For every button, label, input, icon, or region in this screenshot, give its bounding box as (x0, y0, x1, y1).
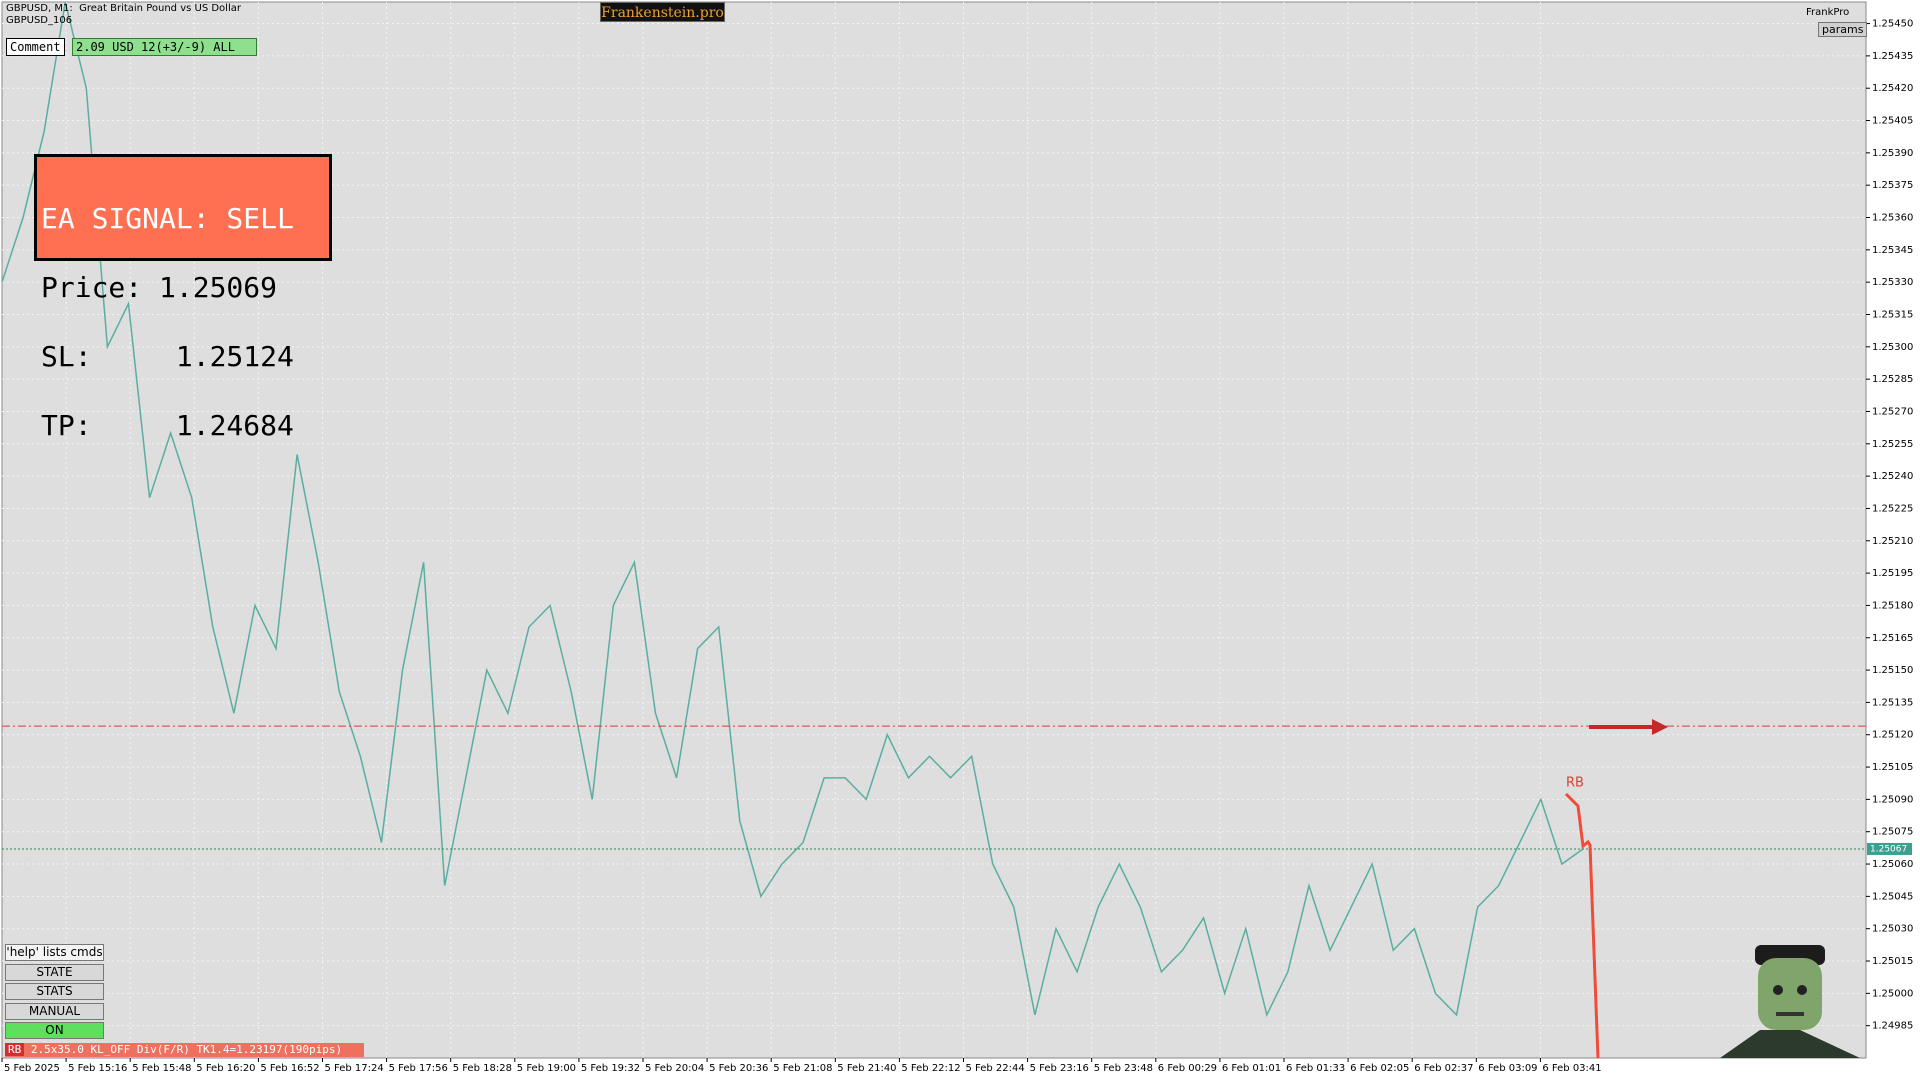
help-hint: 'help' lists cmds (5, 944, 104, 961)
x-tick-label: 5 Feb 16:52 (260, 1063, 319, 1074)
x-tick-label: 6 Feb 01:01 (1222, 1063, 1281, 1074)
x-tick-label: 5 Feb 16:20 (196, 1063, 255, 1074)
y-tick-label: 1.25435 (1872, 51, 1913, 62)
y-tick-label: 1.25105 (1872, 762, 1913, 773)
y-tick-label: 1.25165 (1872, 633, 1913, 644)
x-tick-label: 6 Feb 03:41 (1542, 1063, 1601, 1074)
x-tick-label: 5 Feb 20:04 (645, 1063, 704, 1074)
y-tick-label: 1.25255 (1872, 439, 1913, 450)
y-tick-label: 1.25285 (1872, 374, 1913, 385)
y-tick-label: 1.25240 (1872, 471, 1913, 482)
x-tick-label: 6 Feb 02:37 (1414, 1063, 1473, 1074)
x-tick-label: 5 Feb 23:48 (1094, 1063, 1153, 1074)
x-tick-label: 5 Feb 17:24 (325, 1063, 384, 1074)
y-tick-label: 1.25315 (1872, 309, 1913, 320)
y-tick-label: 1.24985 (1872, 1021, 1913, 1032)
y-tick-label: 1.25090 (1872, 794, 1913, 805)
brand-badge[interactable]: Frankenstein.pro (600, 2, 725, 22)
x-tick-label: 5 Feb 15:48 (132, 1063, 191, 1074)
x-tick-label: 5 Feb 21:08 (773, 1063, 832, 1074)
y-tick-label: 1.25270 (1872, 406, 1913, 417)
y-tick-label: 1.25195 (1872, 568, 1913, 579)
bid-label: 1.25067 (1870, 844, 1907, 854)
y-tick-label: 1.25075 (1872, 827, 1913, 838)
signal-drop (1564, 792, 1600, 1059)
x-tick-label: 5 Feb 22:44 (966, 1063, 1025, 1074)
signal-box: EA SIGNAL: SELL Price: 1.25069 SL: 1.251… (34, 154, 332, 440)
account-label: GBPUSD_106 (6, 15, 73, 26)
x-tick-label: 5 Feb 18:28 (453, 1063, 512, 1074)
x-tick-label: 5 Feb 19:00 (517, 1063, 576, 1074)
bid-label-bg (1867, 842, 1912, 855)
x-tick-label: 6 Feb 01:33 (1286, 1063, 1345, 1074)
y-tick-label: 1.25015 (1872, 956, 1913, 967)
y-tick-label: 1.25360 (1872, 213, 1913, 224)
signal-price: Price: 1.25069 (41, 271, 278, 304)
y-tick-label: 1.25150 (1872, 665, 1913, 676)
y-tick-label: 1.25375 (1872, 180, 1913, 191)
y-tick-label: 1.25030 (1872, 924, 1913, 935)
y-tick-label: 1.25225 (1872, 503, 1913, 514)
sl-arrow-head (1652, 719, 1668, 735)
price-line (1, 1, 1584, 1018)
y-tick-label: 1.25060 (1872, 859, 1913, 870)
x-tick-label: 6 Feb 03:09 (1478, 1063, 1537, 1074)
x-tick-label: 5 Feb 23:16 (1030, 1063, 1089, 1074)
rb-marker: RB (1566, 776, 1584, 791)
y-tick-label: 1.25045 (1872, 891, 1913, 902)
x-tick-label: 6 Feb 00:29 (1158, 1063, 1217, 1074)
y-tick-label: 1.25450 (1872, 19, 1913, 30)
y-tick-label: 1.25420 (1872, 83, 1913, 94)
y-tick-label: 1.25135 (1872, 697, 1913, 708)
result-label: 2.09 USD 12(+3/-9) ALL (72, 38, 257, 56)
x-tick-label: 5 Feb 17:56 (389, 1063, 448, 1074)
y-tick-label: 1.25180 (1872, 600, 1913, 611)
x-tick-label: 5 Feb 20:36 (709, 1063, 768, 1074)
status-tag: RB (5, 1043, 25, 1056)
status-text: 2.5x35.0 KL_OFF Div(F/R) TK1.4=1.23197(1… (30, 1043, 343, 1056)
y-tick-label: 1.25390 (1872, 148, 1913, 159)
signal-title: EA SIGNAL: SELL (41, 202, 294, 235)
manual-button[interactable]: MANUAL (5, 1003, 104, 1020)
y-tick-label: 1.25330 (1872, 277, 1913, 288)
on-button[interactable]: ON (5, 1022, 104, 1039)
x-tick-label: 5 Feb 2025 (4, 1063, 60, 1074)
comment-label: Comment (6, 38, 65, 56)
x-tick-label: 5 Feb 21:40 (837, 1063, 896, 1074)
x-tick-label: 5 Feb 19:32 (581, 1063, 640, 1074)
x-tick-label: 6 Feb 02:05 (1350, 1063, 1409, 1074)
y-tick-label: 1.25405 (1872, 116, 1913, 127)
status-bar: RB 2.5x35.0 KL_OFF Div(F/R) TK1.4=1.2319… (5, 1043, 364, 1057)
y-tick-label: 1.25210 (1872, 536, 1913, 547)
x-tick-label: 5 Feb 15:16 (68, 1063, 127, 1074)
stats-button[interactable]: STATS (5, 983, 104, 1000)
y-tick-label: 1.25300 (1872, 342, 1913, 353)
symbol-title: GBPUSD, M1: Great Britain Pound vs US Do… (6, 3, 241, 14)
profile-label: FrankPro (1806, 7, 1850, 18)
x-tick-label: 5 Feb 22:12 (901, 1063, 960, 1074)
y-tick-label: 1.25345 (1872, 245, 1913, 256)
signal-sl: SL: 1.25124 (41, 340, 294, 373)
params-button[interactable]: params (1818, 22, 1868, 37)
y-tick-label: 1.25120 (1872, 730, 1913, 741)
y-tick-label: 1.25000 (1872, 988, 1913, 999)
state-button[interactable]: STATE (5, 964, 104, 981)
signal-tp: TP: 1.24684 (41, 409, 294, 442)
mascot (1720, 945, 1860, 1058)
